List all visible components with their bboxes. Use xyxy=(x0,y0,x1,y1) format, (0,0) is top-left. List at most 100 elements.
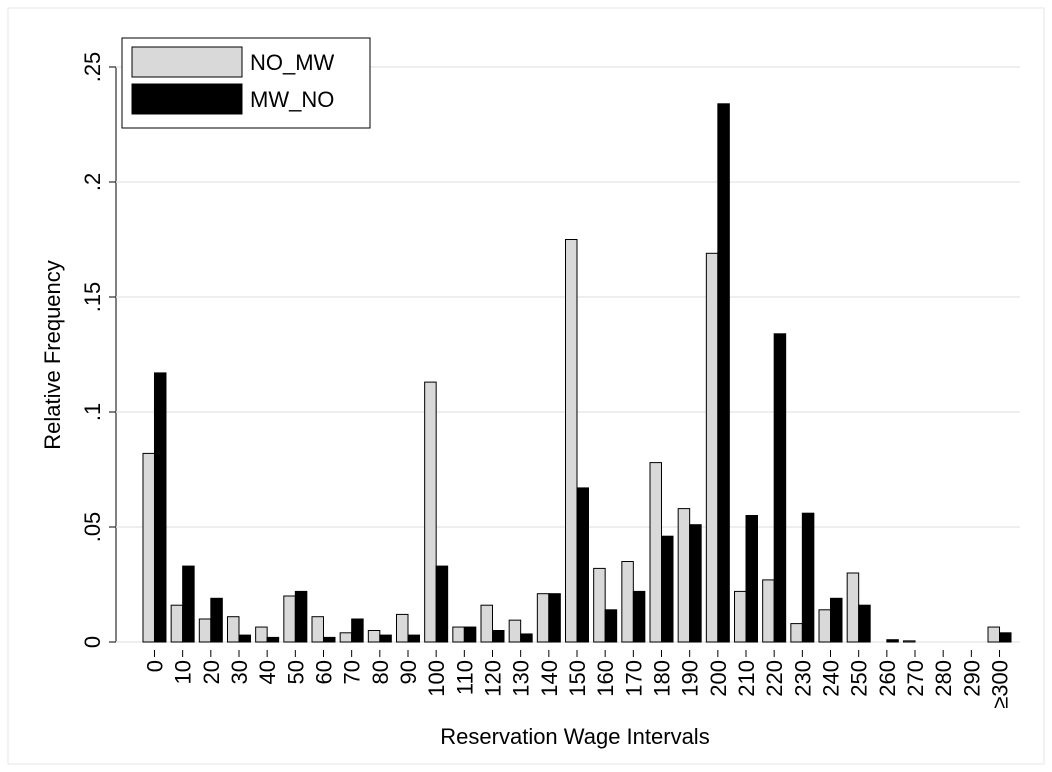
x-tick-label: 170 xyxy=(621,660,646,697)
x-tick-label: 220 xyxy=(762,660,787,697)
bar xyxy=(593,567,606,643)
bar xyxy=(266,636,280,643)
y-tick-label: .15 xyxy=(80,282,105,313)
y-tick-label: .2 xyxy=(80,173,105,191)
bar xyxy=(773,333,787,643)
bar xyxy=(576,487,589,643)
legend-swatch xyxy=(131,46,243,78)
legend-label: NO_MW xyxy=(250,50,335,75)
bar xyxy=(632,590,646,643)
bar xyxy=(999,632,1012,643)
bar xyxy=(339,632,353,643)
y-tick-label: .25 xyxy=(80,52,105,83)
x-tick-label: 190 xyxy=(678,660,703,697)
bar xyxy=(762,579,775,643)
bar xyxy=(170,604,184,643)
x-tick-label: 110 xyxy=(452,660,477,695)
y-tick-label: .1 xyxy=(80,403,105,421)
bar xyxy=(294,590,308,643)
x-tick-label: 180 xyxy=(650,660,675,697)
bar xyxy=(745,515,759,643)
bar xyxy=(491,630,505,643)
bar xyxy=(367,630,381,643)
y-tick-label: 0 xyxy=(80,636,105,648)
x-tick-label: 120 xyxy=(480,660,505,697)
x-tick-label: 20 xyxy=(199,660,224,684)
bar xyxy=(858,604,871,643)
bar xyxy=(463,626,477,643)
bar xyxy=(987,626,1001,643)
x-tick-label: 230 xyxy=(790,660,815,697)
bar xyxy=(520,633,533,643)
bar xyxy=(830,597,843,643)
x-tick-label: 140 xyxy=(537,660,562,697)
x-tick-label: 150 xyxy=(565,660,590,697)
bar xyxy=(153,372,167,643)
bar xyxy=(801,512,815,643)
bar xyxy=(424,381,437,643)
bar xyxy=(311,616,324,643)
x-tick-label: 0 xyxy=(142,660,167,672)
bar xyxy=(351,618,364,643)
x-tick-label: 40 xyxy=(255,660,280,684)
bar xyxy=(621,561,634,643)
bar xyxy=(846,572,860,643)
bar xyxy=(649,462,663,643)
x-tick-label: 270 xyxy=(903,660,928,697)
bar xyxy=(452,626,465,643)
bar xyxy=(661,535,674,643)
bar xyxy=(790,623,803,643)
bar xyxy=(238,634,251,643)
bar xyxy=(604,609,618,643)
x-tick-label: 210 xyxy=(734,660,759,697)
bar xyxy=(379,634,392,643)
x-tick-label: 60 xyxy=(311,660,336,684)
legend-label: MW_NO xyxy=(250,87,334,112)
x-axis-title: Reservation Wage Intervals xyxy=(440,724,709,749)
x-tick-label: 280 xyxy=(931,660,956,697)
y-axis-title: Relative Frequency xyxy=(40,260,65,450)
bar xyxy=(677,508,691,643)
x-tick-label: 260 xyxy=(875,660,900,697)
bar xyxy=(182,565,195,643)
bar xyxy=(508,619,522,643)
x-tick-label: 50 xyxy=(283,660,308,684)
bar xyxy=(226,616,240,643)
x-tick-label: 10 xyxy=(171,660,196,684)
x-tick-label: ≥300 xyxy=(988,660,1013,709)
x-tick-label: 100 xyxy=(424,660,449,697)
legend-swatch xyxy=(131,83,243,115)
x-tick-label: 80 xyxy=(368,660,393,684)
bar xyxy=(407,634,420,643)
bar xyxy=(480,604,493,643)
x-tick-label: 160 xyxy=(593,660,618,697)
bar xyxy=(395,613,409,643)
bar xyxy=(322,636,336,643)
bar xyxy=(565,239,578,643)
bar xyxy=(142,452,155,643)
bar xyxy=(198,618,212,643)
x-tick-label: 200 xyxy=(706,660,731,697)
x-tick-label: 130 xyxy=(509,660,534,697)
bar xyxy=(689,524,702,643)
bar xyxy=(548,593,561,643)
bar xyxy=(210,597,223,643)
x-tick-label: 70 xyxy=(340,660,365,684)
bar xyxy=(705,252,719,643)
x-tick-label: 240 xyxy=(819,660,844,697)
bar xyxy=(536,593,550,643)
bar xyxy=(255,626,268,643)
bar xyxy=(818,609,832,643)
y-tick-label: .05 xyxy=(80,512,105,543)
x-tick-label: 290 xyxy=(959,660,984,697)
bar xyxy=(903,640,916,643)
bar xyxy=(283,595,296,643)
bar xyxy=(435,565,449,643)
bar xyxy=(717,103,730,643)
bar xyxy=(886,639,899,643)
x-tick-label: 250 xyxy=(847,660,872,697)
x-tick-label: 90 xyxy=(396,660,421,684)
bar xyxy=(734,590,747,643)
x-tick-label: 30 xyxy=(227,660,252,684)
